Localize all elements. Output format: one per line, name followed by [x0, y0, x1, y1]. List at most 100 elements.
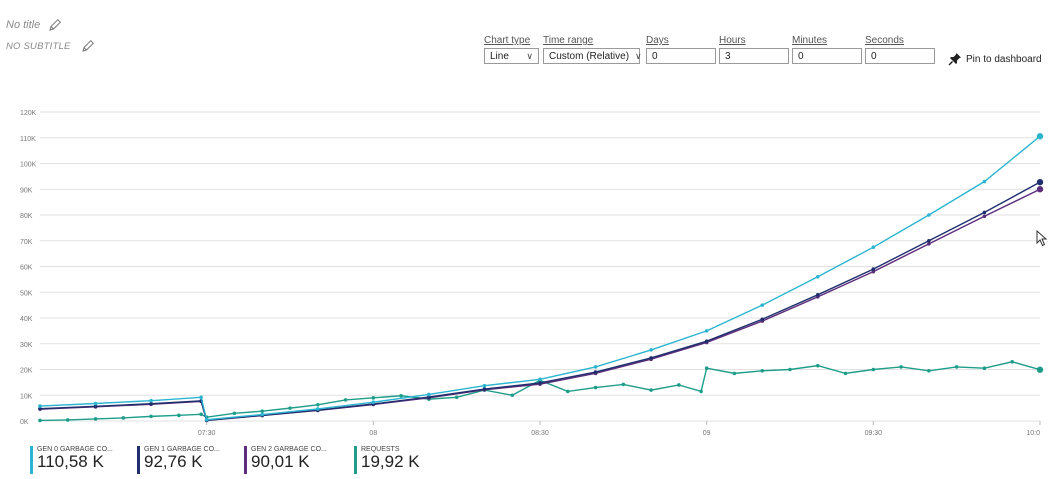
legend-item[interactable]: GEN 1 GARBAGE CO... 92,76 K [137, 446, 220, 474]
legend-item[interactable]: GEN 0 GARBAGE CO... 110,58 K [30, 446, 113, 474]
data-point [260, 412, 265, 417]
data-point [649, 388, 653, 392]
data-point [149, 401, 153, 406]
data-point [593, 370, 598, 374]
data-point [288, 406, 292, 410]
data-point [621, 382, 626, 387]
data-point [538, 381, 542, 385]
data-point [760, 317, 765, 322]
data-point [149, 398, 153, 403]
series-1 [38, 133, 1044, 422]
y-tick-label: 10K [20, 393, 33, 400]
data-point [593, 365, 598, 369]
seconds-label: Seconds [865, 35, 904, 46]
data-point [843, 371, 848, 376]
data-point [315, 407, 320, 411]
x-tick-label: 07:30 [198, 430, 216, 437]
data-point [954, 365, 959, 369]
data-point [704, 366, 709, 371]
data-point [927, 213, 931, 217]
data-point [1036, 186, 1044, 193]
hours-input[interactable]: 3 [719, 48, 789, 64]
days-input[interactable]: 0 [646, 48, 716, 64]
legend-label: REQUESTS [361, 446, 400, 453]
hours-label: Hours [719, 35, 746, 46]
chart-type-control: Chart type Line ∨ [484, 35, 539, 64]
data-point [93, 401, 98, 406]
x-tick-label: 09 [703, 430, 711, 437]
legend-color-bar [137, 446, 140, 474]
data-point [927, 368, 931, 373]
seconds-input[interactable]: 0 [865, 48, 935, 64]
data-point [93, 404, 98, 409]
data-point [760, 368, 765, 373]
data-point [121, 416, 126, 420]
time-range-control: Time range Custom (Relative) ∨ [543, 35, 642, 64]
data-point [38, 404, 42, 408]
minutes-value: 0 [798, 50, 804, 62]
data-point [199, 395, 203, 400]
data-point [149, 414, 153, 419]
days-value: 0 [652, 50, 658, 62]
legend-item[interactable]: REQUESTS 19,92 K [354, 446, 420, 474]
days-control: Days 0 [646, 35, 716, 64]
legend-item[interactable]: GEN 2 GARBAGE CO... 90,01 K [244, 446, 327, 474]
data-point [815, 293, 820, 297]
data-point [565, 389, 570, 394]
chart-title[interactable]: No title [6, 18, 62, 32]
data-point [482, 387, 487, 391]
series-3 [38, 186, 1044, 423]
legend-value: 90,01 K [251, 452, 310, 471]
data-point [815, 363, 820, 368]
data-point [704, 339, 709, 343]
data-point [649, 348, 653, 352]
hours-control: Hours 3 [719, 35, 789, 64]
y-tick-label: 20K [20, 368, 33, 375]
y-tick-label: 70K [20, 239, 33, 246]
series-line [39, 361, 1041, 422]
data-point [204, 417, 209, 422]
time-range-label: Time range [543, 35, 594, 46]
legend-value: 110,58 K [37, 452, 104, 471]
data-point [315, 402, 320, 407]
data-point [982, 210, 987, 215]
data-point [982, 179, 987, 184]
x-tick-label: 09:30 [865, 430, 883, 437]
data-point [982, 214, 987, 219]
data-point [399, 393, 403, 398]
series-2 [38, 178, 1044, 423]
time-range-select[interactable]: Custom (Relative) ∨ [543, 48, 642, 64]
legend-color-bar [244, 446, 247, 474]
data-point [649, 356, 653, 360]
data-point [788, 367, 792, 372]
chart-subtitle-text: NO SUBTITLE [6, 40, 71, 52]
chart-subtitle[interactable]: NO SUBTITLE [6, 39, 95, 53]
data-point [38, 418, 42, 423]
data-point [871, 269, 876, 274]
pin-to-dashboard-button[interactable]: Pin to dashboard [948, 52, 1042, 66]
data-point [815, 275, 820, 279]
pencil-icon[interactable] [48, 18, 62, 32]
x-tick-label: 08 [369, 430, 377, 437]
x-tick-label: 08:30 [531, 430, 549, 437]
data-point [927, 238, 931, 243]
x-tick-label: 10:0 [1026, 430, 1040, 437]
data-point [593, 385, 598, 390]
data-point [510, 393, 515, 398]
legend-color-bar [30, 446, 33, 474]
data-point [1036, 133, 1044, 140]
pencil-icon[interactable] [81, 39, 95, 53]
y-tick-label: 50K [20, 290, 33, 297]
minutes-input[interactable]: 0 [792, 48, 862, 64]
data-point [871, 245, 876, 249]
data-point [232, 411, 237, 416]
seconds-value: 0 [871, 50, 877, 62]
data-point [760, 303, 765, 307]
chart-type-select[interactable]: Line ∨ [484, 48, 539, 64]
data-point [1010, 359, 1015, 364]
legend-label: GEN 2 GARBAGE CO... [251, 446, 327, 453]
data-point [982, 366, 987, 371]
y-tick-label: 120K [20, 110, 37, 117]
series-line [39, 135, 1041, 421]
